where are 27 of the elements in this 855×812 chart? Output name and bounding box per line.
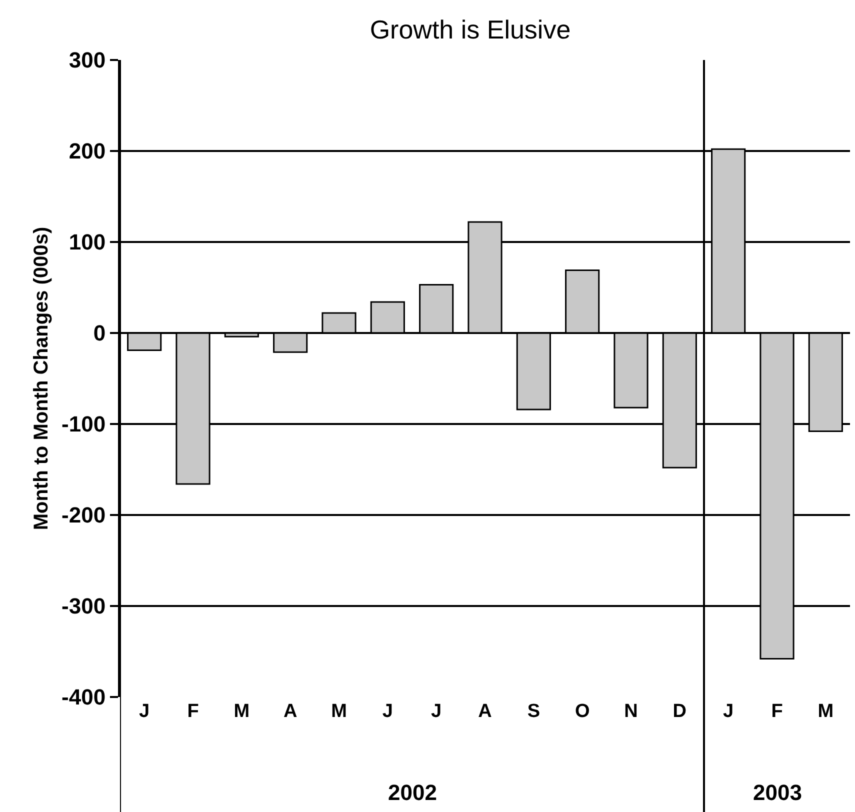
x-tick-label: M: [331, 701, 347, 722]
y-tick-label: -100: [62, 412, 106, 437]
x-tick-label: F: [187, 701, 199, 722]
x-tick-label: D: [672, 701, 687, 722]
y-tick-label: -300: [62, 594, 106, 619]
x-tick-label: N: [624, 701, 638, 722]
text: 2003: [753, 780, 802, 805]
x-tick-label: J: [723, 701, 734, 722]
y-tick-label: -200: [62, 502, 106, 528]
y-axis-title: Month to Month Changes (000s): [30, 226, 53, 530]
x-tick-label: A: [283, 701, 298, 722]
x-tick-label: F: [771, 701, 783, 722]
text: 2002: [388, 780, 437, 805]
x-tick-label: S: [527, 701, 540, 722]
x-tick-label: M: [818, 701, 834, 722]
x-tick-label: J: [139, 701, 150, 722]
x-tick-label: M: [234, 701, 250, 722]
y-tick-label: 100: [68, 230, 106, 255]
y-tick-label: 300: [68, 48, 106, 73]
y-tick-label: -400: [62, 684, 106, 710]
x-tick-label: O: [574, 701, 590, 722]
x-tick-label: J: [382, 701, 393, 722]
x-tick-label: A: [478, 701, 492, 722]
chart-title: Growth is Elusive: [370, 14, 571, 44]
x-tick-label: J: [431, 701, 442, 722]
y-tick-label: 0: [93, 320, 106, 346]
y-tick-label: 200: [68, 138, 106, 164]
